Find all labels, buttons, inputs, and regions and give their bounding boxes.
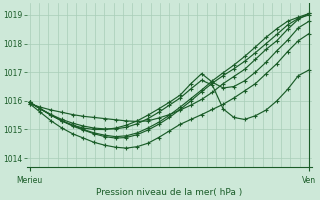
X-axis label: Pression niveau de la mer( hPa ): Pression niveau de la mer( hPa ) [96, 188, 243, 197]
